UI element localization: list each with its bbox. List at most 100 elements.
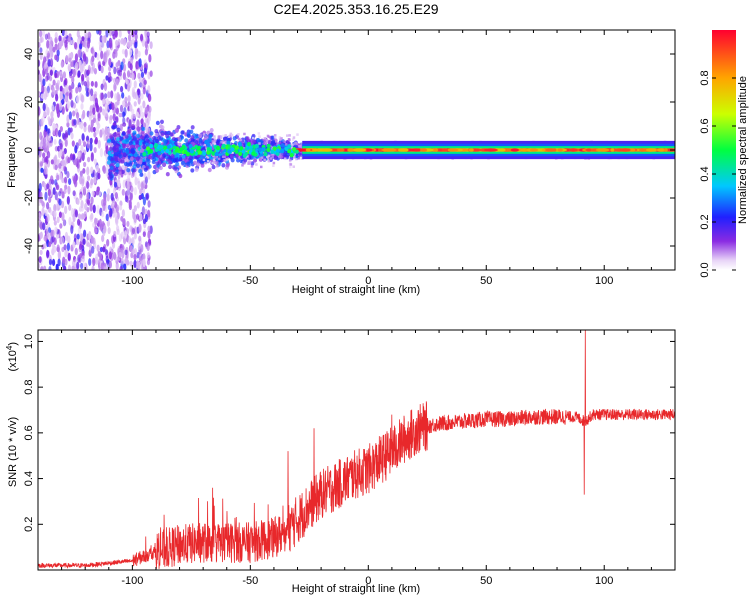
spectrogram-cell — [253, 158, 258, 163]
spectrogram-cell — [106, 40, 110, 49]
spectrogram-cell — [158, 165, 163, 171]
spectrogram-cell — [259, 158, 262, 161]
spectrogram-cell — [267, 159, 271, 163]
spectrogram-cell — [101, 128, 105, 135]
spectrogram-cell — [86, 166, 90, 176]
spectrogram-cell — [190, 168, 195, 173]
spectrogram-cell — [140, 130, 145, 135]
spectrogram-cell — [56, 79, 61, 86]
spectrogram-cell — [73, 118, 77, 126]
spectrogram-cell — [200, 163, 205, 168]
spectrogram-cell — [145, 193, 149, 201]
spectrogram-cell — [76, 233, 80, 240]
spectrogram-cell — [207, 167, 212, 173]
spectrogram-cell — [121, 139, 126, 144]
spectrogram-cell — [38, 199, 41, 206]
spectrogram-cell — [288, 159, 292, 162]
spectrogram-cell — [86, 69, 90, 75]
spectrogram-cell — [87, 156, 91, 163]
spectrogram-cell — [38, 59, 41, 67]
spectrogram-cell — [266, 143, 271, 149]
spectrogram-cell — [197, 150, 202, 155]
spectrogram-cell — [73, 159, 77, 166]
spectrogram-cell — [43, 242, 47, 249]
spectrogram-cell — [136, 126, 141, 131]
spectrogram-cell — [81, 133, 85, 141]
spectrogram-cell — [100, 83, 104, 90]
spectrogram-cell — [149, 131, 154, 136]
spectrogram-cell — [57, 250, 61, 260]
spectrogram-cell — [352, 148, 367, 152]
spectrogram-cell — [44, 33, 49, 40]
spectrogram-cell — [48, 265, 52, 270]
spectrogram-cell — [38, 256, 42, 263]
spectrogram-cell — [61, 159, 65, 166]
spectrogram-cell — [204, 146, 208, 149]
spectrogram-cell — [42, 102, 46, 112]
spectrogram-cell — [117, 181, 121, 188]
spectrogram-cell — [143, 79, 147, 85]
spectrogram-cell — [143, 167, 148, 172]
spectrogram-cell — [76, 237, 80, 246]
spectrogram-cell — [69, 127, 73, 133]
spectrogram-cell — [235, 145, 240, 150]
spectrogram-cell — [258, 135, 261, 138]
spectrogram-cell — [111, 124, 116, 130]
spectrogram-cell — [280, 137, 283, 140]
spectrogram-cell — [129, 260, 133, 267]
spectrogram-cell — [194, 167, 199, 172]
snr-axes: -100 -50 0 50 100 0.2 0.4 0.6 0.8 1.0 — [23, 330, 676, 587]
spectrogram-cell — [68, 204, 72, 211]
spectrogram-cell — [43, 165, 48, 175]
spectrogram-cell — [111, 200, 115, 207]
spectrogram-cell — [139, 172, 144, 177]
spectrogram-cell — [139, 188, 143, 195]
spectrogram-cell — [284, 146, 289, 151]
spectrogram-cell — [114, 216, 119, 224]
spectrogram-cell — [115, 116, 119, 123]
spectrogram-cell — [121, 48, 126, 55]
spectrogram-cell — [129, 63, 133, 71]
spectrogram-cell — [276, 143, 279, 146]
spectrogram-cell — [48, 43, 53, 53]
spectrogram-cell — [84, 202, 88, 211]
spectrogram-cell — [113, 230, 117, 238]
spectrogram-cell — [58, 190, 62, 197]
spectrogram-cell — [38, 262, 41, 270]
spectrogram-cell — [51, 258, 56, 267]
spectrogram-cell — [134, 47, 138, 55]
spectrogram-cell — [157, 150, 162, 156]
spectrogram-cell — [213, 156, 216, 160]
spectrogram-cell — [121, 111, 125, 118]
spectrogram-cell — [106, 193, 110, 202]
snr-xtick-label: 50 — [480, 575, 492, 587]
spectrogram-cell — [46, 250, 50, 257]
spectrogram-cell — [67, 185, 71, 195]
spectrogram-cell — [103, 196, 107, 207]
spectrogram-cell — [138, 140, 143, 146]
colorbar-ticks: 0.0 0.2 0.4 0.6 0.8 — [699, 70, 736, 278]
spectrogram-cell — [47, 227, 52, 234]
spectrogram-cell — [275, 148, 280, 153]
colorbar-tick-label: 0.0 — [699, 262, 711, 277]
spectrogram-panel: -100 -50 0 50 100 -40 -20 0 20 40 Height of strai… — [6, 29, 676, 296]
spectrogram-cell — [270, 135, 275, 140]
spectrogram-cell — [69, 153, 74, 161]
spectrogram-cell — [54, 72, 58, 79]
spectrogram-cell — [293, 141, 298, 147]
spectrogram-cell — [229, 154, 234, 159]
spectrogram-cell — [43, 110, 47, 118]
spectrogram-cell — [81, 36, 85, 42]
spectrogram-cell — [38, 219, 42, 229]
spectrogram-cell — [243, 132, 246, 136]
spectrogram-cell — [45, 90, 49, 98]
spectrogram-cell — [64, 205, 68, 215]
spectrogram-cell — [81, 152, 85, 162]
spectrogram-cell — [108, 209, 112, 218]
spectrogram-cell — [189, 149, 194, 154]
spectrogram-cell — [66, 100, 70, 110]
spectrogram-cell — [288, 134, 291, 137]
spectrogram-cell — [111, 102, 115, 111]
spectrogram-cell — [278, 138, 282, 141]
spectrogram-cell — [170, 153, 175, 159]
